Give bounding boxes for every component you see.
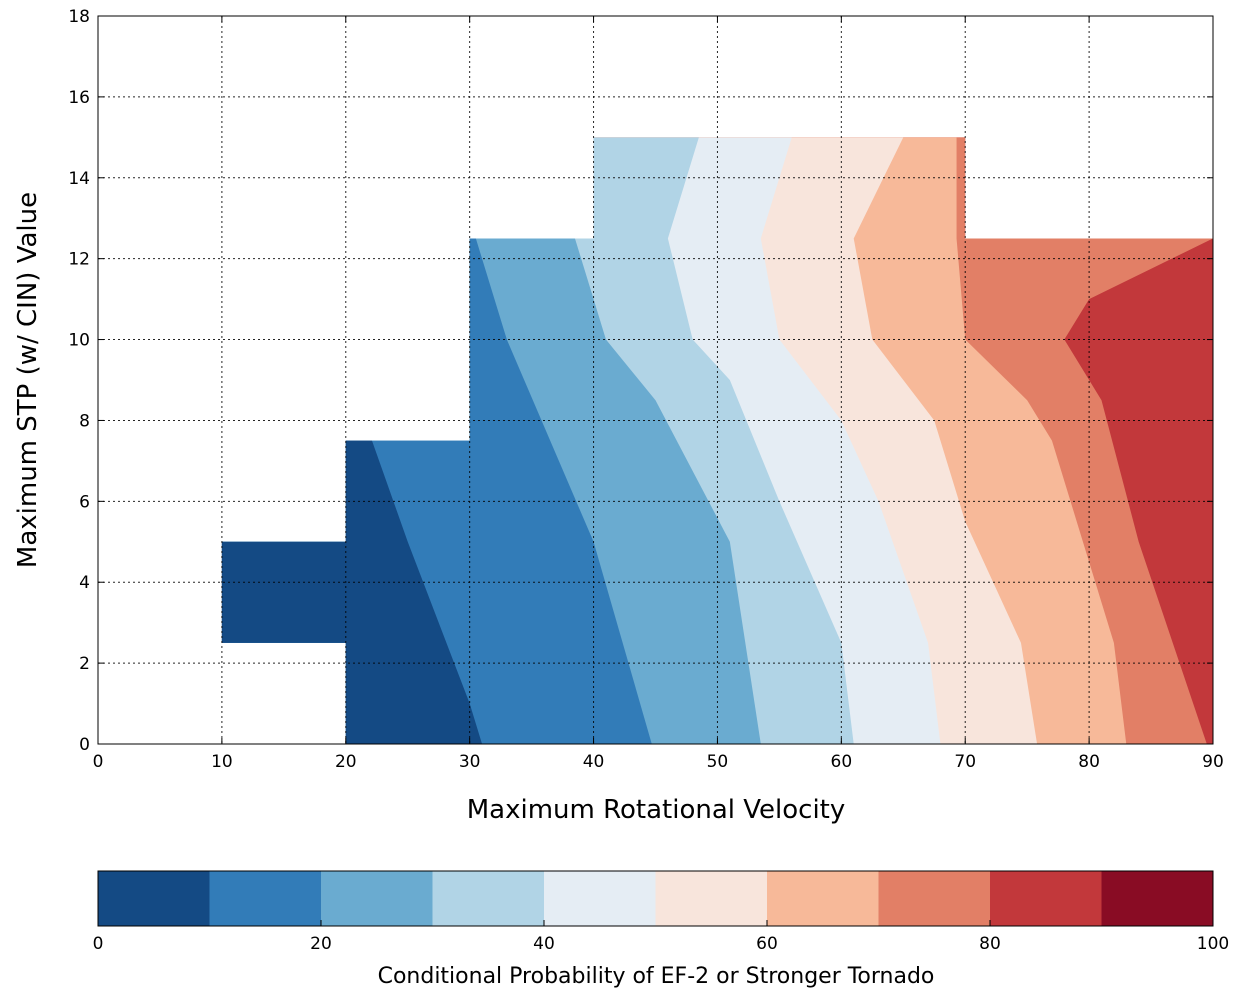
colorbar-segment bbox=[655, 871, 768, 926]
colorbar-segment bbox=[321, 871, 433, 926]
colorbar-tick-label: 20 bbox=[310, 934, 332, 954]
colorbar-segment bbox=[98, 871, 210, 926]
x-tick-label: 30 bbox=[459, 752, 481, 772]
colorbar-title: Conditional Probability of EF-2 or Stron… bbox=[378, 964, 935, 989]
colorbar-segment bbox=[1101, 871, 1214, 926]
plot-frame bbox=[97, 15, 1214, 745]
y-axis-title: Maximum STP (w/ CIN) Value bbox=[13, 192, 43, 568]
x-axis-ticks: 0 10 20 30 40 50 60 70 80 90 bbox=[93, 16, 1224, 772]
colorbar-segment bbox=[767, 871, 879, 926]
colorbar-tick-label: 0 bbox=[93, 934, 104, 954]
y-tick-label: 0 bbox=[79, 735, 90, 755]
colorbar: 0 20 40 60 80 100 bbox=[93, 870, 1229, 954]
colorbar-tick-label: 100 bbox=[1197, 934, 1229, 954]
colorbar-segment bbox=[432, 871, 545, 926]
y-tick-label: 18 bbox=[68, 7, 90, 27]
y-tick-label: 6 bbox=[79, 492, 90, 512]
colorbar-tick-label: 80 bbox=[979, 934, 1001, 954]
x-tick-label: 70 bbox=[954, 752, 976, 772]
colorbar-segment bbox=[209, 871, 322, 926]
x-tick-label: 10 bbox=[211, 752, 233, 772]
grid-lines bbox=[98, 16, 1213, 744]
y-tick-label: 4 bbox=[79, 573, 90, 593]
x-tick-label: 40 bbox=[583, 752, 605, 772]
plot-border bbox=[97, 15, 1214, 745]
colorbar-segment bbox=[878, 871, 991, 926]
y-tick-label: 10 bbox=[68, 331, 90, 351]
y-tick-label: 8 bbox=[79, 411, 90, 431]
x-tick-label: 60 bbox=[831, 752, 853, 772]
colorbar-tick-label: 40 bbox=[533, 934, 555, 954]
colorbar-segment bbox=[990, 871, 1102, 926]
x-tick-label: 50 bbox=[707, 752, 729, 772]
x-tick-label: 90 bbox=[1202, 752, 1224, 772]
colorbar-tick-label: 60 bbox=[756, 934, 778, 954]
y-tick-label: 14 bbox=[68, 169, 90, 189]
x-tick-label: 80 bbox=[1078, 752, 1100, 772]
y-tick-label: 16 bbox=[68, 88, 90, 108]
colorbar-segment bbox=[544, 871, 656, 926]
y-axis-ticks: 0 2 4 6 8 10 12 14 16 18 bbox=[68, 7, 1213, 755]
colorbar-border bbox=[97, 870, 1214, 927]
x-tick-label: 0 bbox=[93, 752, 104, 772]
x-axis-title: Maximum Rotational Velocity bbox=[467, 795, 846, 825]
y-tick-label: 2 bbox=[79, 654, 90, 674]
y-tick-label: 12 bbox=[68, 250, 90, 270]
x-tick-label: 20 bbox=[335, 752, 357, 772]
